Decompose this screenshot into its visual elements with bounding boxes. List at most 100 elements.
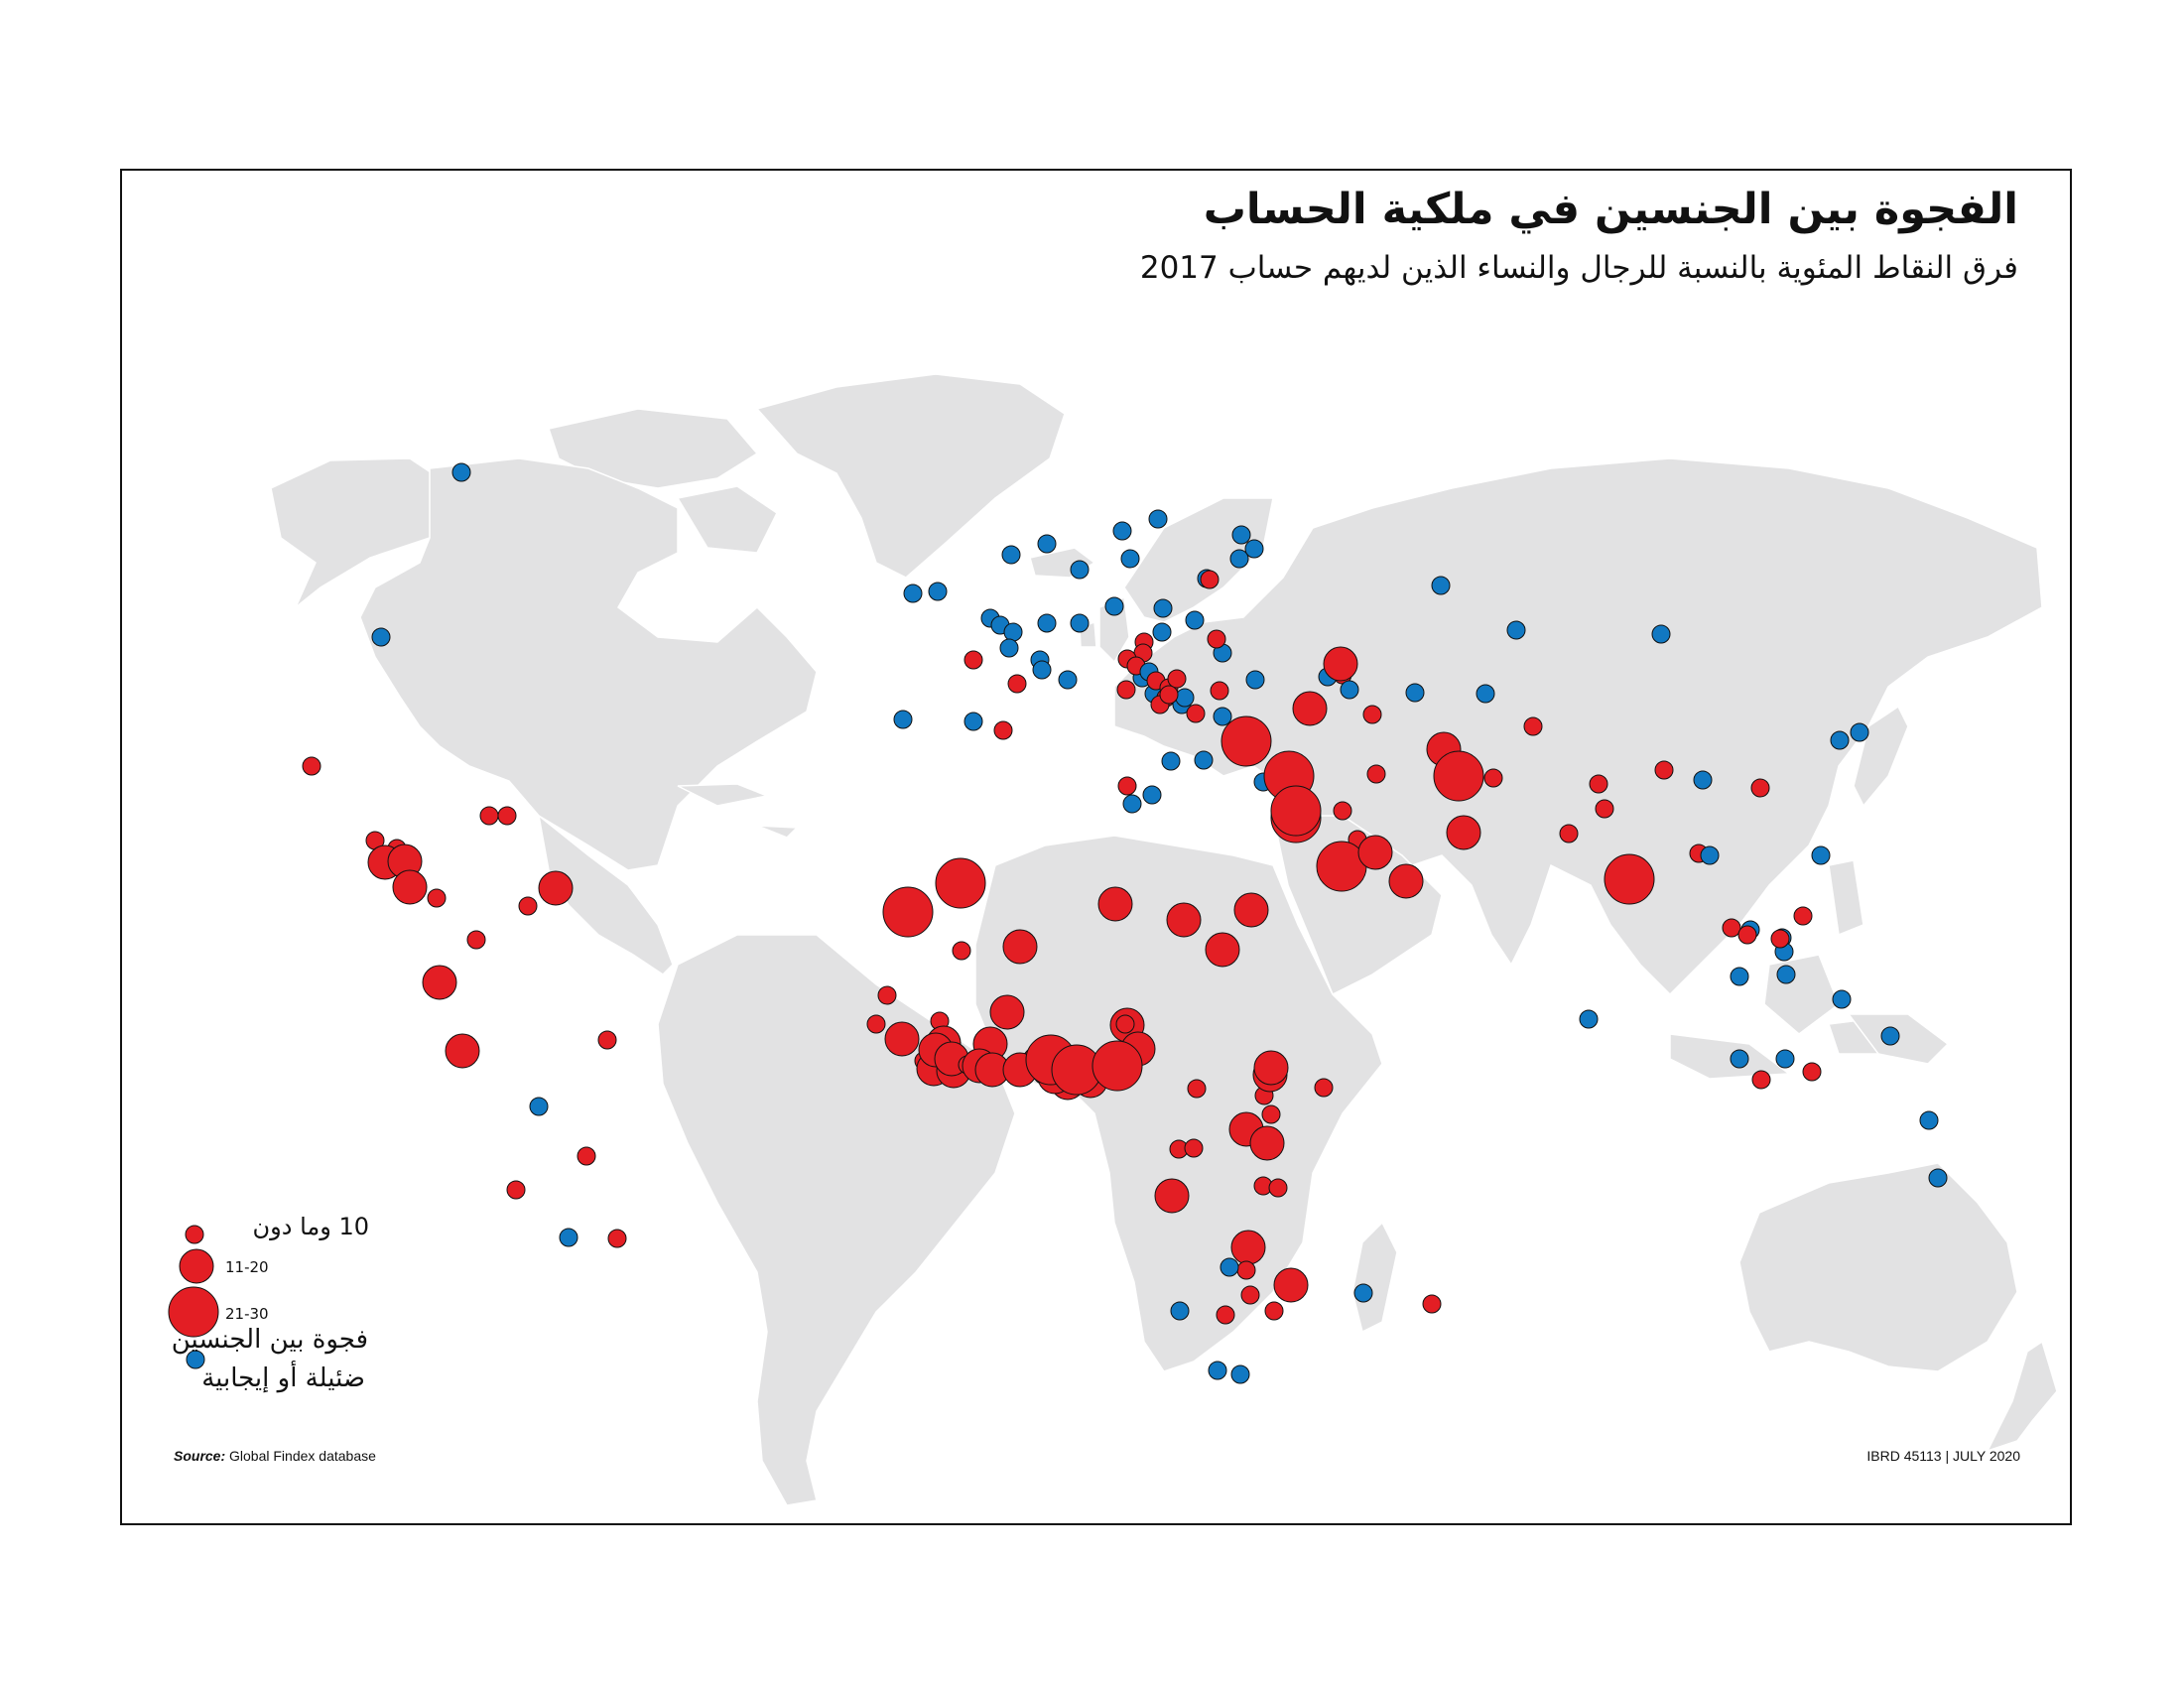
- map-marker-positive: [1811, 845, 1831, 865]
- map-marker-gap: [1595, 799, 1614, 819]
- map-marker-gap: [1422, 1294, 1442, 1314]
- map-marker-gap: [1589, 774, 1608, 794]
- map-marker-gap: [1362, 705, 1382, 724]
- map-marker-gap: [1559, 824, 1579, 844]
- map-id: IBRD 45113: [1866, 1448, 1942, 1464]
- map-marker-gap: [1220, 715, 1272, 767]
- map-marker-gap: [607, 1229, 627, 1248]
- map-marker-gap: [479, 806, 499, 826]
- map-marker-positive: [451, 462, 471, 482]
- map-marker-gap: [877, 985, 897, 1005]
- map-date: JULY 2020: [1953, 1448, 2020, 1464]
- map-marker-gap: [884, 1021, 920, 1057]
- map-marker-positive: [1693, 770, 1713, 790]
- map-marker-positive: [1037, 613, 1057, 633]
- map-marker-positive: [1122, 794, 1142, 814]
- map-marker-positive: [1213, 707, 1232, 726]
- legend-blue-label-line1: فجوة بين الجنسين: [171, 1325, 368, 1355]
- map-marker-positive: [1919, 1110, 1939, 1130]
- map-marker-positive: [1104, 596, 1124, 616]
- map-marker-gap: [1233, 892, 1269, 928]
- map-marker-gap: [993, 720, 1013, 740]
- map-marker-positive: [1001, 545, 1021, 565]
- map-marker-positive: [371, 627, 391, 647]
- map-marker-positive: [1431, 576, 1451, 595]
- map-marker-gap: [1314, 1078, 1334, 1098]
- map-marker-gap: [882, 886, 934, 938]
- map-marker-gap: [1264, 1301, 1284, 1321]
- map-marker-positive: [1175, 688, 1195, 708]
- map-marker-positive: [1058, 670, 1078, 690]
- map-marker-positive: [1230, 1364, 1250, 1384]
- scandinavia-shape: [1123, 497, 1274, 623]
- map-marker-gap: [1115, 1014, 1135, 1034]
- map-marker-gap: [427, 888, 447, 908]
- map-code: IBRD 45113 | JULY 2020: [1866, 1448, 2020, 1464]
- map-marker-positive: [1229, 549, 1249, 569]
- source-text: Global Findex database: [229, 1448, 376, 1464]
- map-marker-gap: [1184, 1138, 1204, 1158]
- map-marker-gap: [597, 1030, 617, 1050]
- map-marker-positive: [1194, 750, 1214, 770]
- map-marker-gap: [1770, 929, 1790, 949]
- map-marker-gap: [302, 756, 321, 776]
- map-marker-gap: [1292, 691, 1328, 726]
- map-marker-gap: [538, 870, 574, 906]
- legend-marker: [186, 1350, 205, 1369]
- map-marker-gap: [1186, 704, 1206, 723]
- map-marker-gap: [1273, 1267, 1309, 1303]
- map-marker-gap: [1802, 1062, 1822, 1082]
- map-marker-positive: [1070, 613, 1090, 633]
- code-separator: |: [1945, 1448, 1954, 1464]
- map-marker-positive: [1003, 622, 1023, 642]
- map-marker-gap: [445, 1033, 480, 1069]
- map-marker-gap: [1117, 776, 1137, 796]
- map-marker-positive: [1112, 521, 1132, 541]
- map-marker-positive: [1208, 1361, 1227, 1380]
- map-marker-gap: [1187, 1079, 1207, 1099]
- map-marker-positive: [1161, 751, 1181, 771]
- map-marker-gap: [1388, 863, 1424, 899]
- map-marker-gap: [1249, 1125, 1285, 1161]
- map-marker-gap: [506, 1180, 526, 1200]
- legend-marker: [179, 1248, 214, 1284]
- map-marker-positive: [1405, 683, 1425, 703]
- map-marker-gap: [1433, 750, 1484, 802]
- map-marker-gap: [577, 1146, 596, 1166]
- map-marker-gap: [1654, 760, 1674, 780]
- map-marker-positive: [1880, 1026, 1900, 1046]
- map-marker-positive: [1776, 965, 1796, 984]
- map-marker-positive: [559, 1228, 578, 1247]
- map-marker-positive: [1730, 967, 1749, 986]
- map-marker-positive: [1070, 560, 1090, 580]
- map-marker-gap: [392, 869, 428, 905]
- map-marker-positive: [1830, 730, 1850, 750]
- map-marker-positive: [1651, 624, 1671, 644]
- map-marker-gap: [1261, 1104, 1281, 1124]
- map-marker-gap: [1210, 681, 1229, 701]
- map-marker-gap: [497, 806, 517, 826]
- map-marker-positive: [1185, 610, 1205, 630]
- map-subtitle: فرق النقاط المئوية بالنسبة للرجال والنسا…: [1139, 250, 2018, 286]
- map-marker-gap: [518, 896, 538, 916]
- map-marker-positive: [1928, 1168, 1948, 1188]
- map-marker-positive: [1775, 1049, 1795, 1069]
- map-marker-gap: [1240, 1285, 1260, 1305]
- map-marker-gap: [964, 650, 983, 670]
- map-marker-positive: [1476, 684, 1495, 704]
- map-marker-positive: [1506, 620, 1526, 640]
- map-marker-gap: [1333, 801, 1352, 821]
- map-marker-positive: [1730, 1049, 1749, 1069]
- map-markers: [168, 462, 1948, 1384]
- map-marker-gap: [1357, 835, 1393, 870]
- map-marker-positive: [529, 1097, 549, 1116]
- map-marker-gap: [1097, 886, 1133, 922]
- map-marker-gap: [1092, 1040, 1143, 1092]
- map-marker-gap: [422, 965, 457, 1000]
- map-marker-gap: [1002, 929, 1038, 965]
- map-marker-gap: [1166, 902, 1202, 938]
- map-marker-gap: [1323, 646, 1358, 682]
- map-marker-positive: [893, 710, 913, 729]
- map-marker-positive: [1152, 622, 1172, 642]
- world-map: [168, 373, 2058, 1506]
